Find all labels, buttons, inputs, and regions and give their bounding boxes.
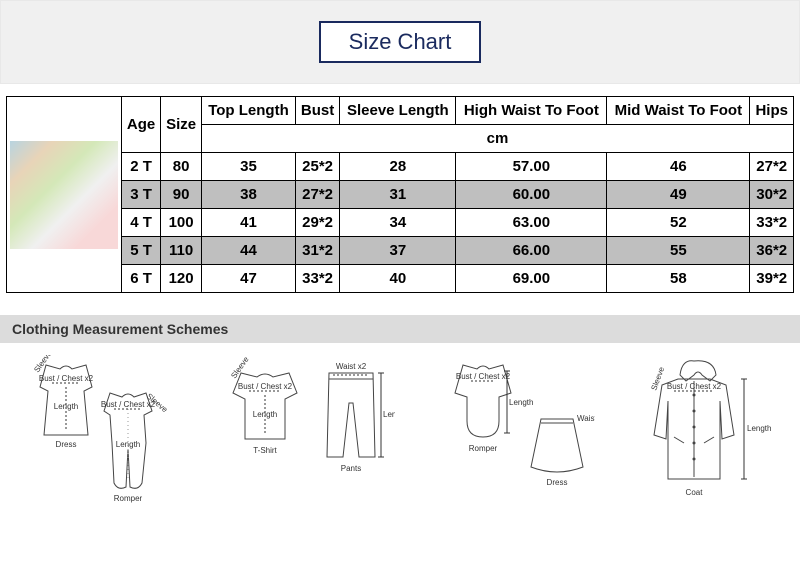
cell-top-length: 41: [202, 209, 296, 237]
scheme-label: Romper: [114, 494, 143, 503]
scheme-label: Dress: [546, 478, 567, 487]
cell-sleeve: 31: [340, 181, 456, 209]
cell-sleeve: 40: [340, 265, 456, 293]
svg-text:Length: Length: [116, 440, 140, 449]
cell-hips: 39*2: [750, 265, 794, 293]
svg-text:Sleeve: Sleeve: [32, 355, 54, 374]
cell-top-length: 44: [202, 237, 296, 265]
table-row: 2 T 80 35 25*2 28 57.00 46 27*2: [7, 153, 794, 181]
scheme-label: T-Shirt: [253, 446, 277, 455]
cell-hips: 27*2: [750, 153, 794, 181]
unit-label: cm: [202, 125, 794, 153]
scheme-label: Coat: [686, 488, 704, 497]
product-image-cell: [7, 97, 122, 293]
cell-bust: 27*2: [295, 181, 339, 209]
cell-sleeve: 34: [340, 209, 456, 237]
cell-hips: 30*2: [750, 181, 794, 209]
svg-text:Bust / Chest x2: Bust / Chest x2: [39, 374, 94, 383]
cell-sleeve: 37: [340, 237, 456, 265]
scheme-label: Dress: [55, 440, 76, 449]
svg-text:Waist: Waist: [577, 414, 595, 423]
cell-bust: 31*2: [295, 237, 339, 265]
cell-top-length: 35: [202, 153, 296, 181]
dress-romper-icon: Bust / Chest x2 Length Sleeve Dress Bust…: [26, 355, 176, 510]
scheme-label: Pants: [341, 464, 361, 473]
measurement-schemes: Clothing Measurement Schemes Bust / Ches…: [0, 315, 800, 514]
svg-text:Bust / Chest x2: Bust / Chest x2: [101, 400, 156, 409]
cell-mid-waist: 58: [607, 265, 750, 293]
table-row: 3 T 90 38 27*2 31 60.00 49 30*2: [7, 181, 794, 209]
col-top-length: Top Length: [202, 97, 296, 125]
col-high-waist: High Waist To Foot: [456, 97, 607, 125]
cell-age: 2 T: [122, 153, 161, 181]
cell-mid-waist: 49: [607, 181, 750, 209]
cell-age: 6 T: [122, 265, 161, 293]
cell-size: 100: [161, 209, 202, 237]
cell-bust: 33*2: [295, 265, 339, 293]
cell-size: 110: [161, 237, 202, 265]
cell-bust: 25*2: [295, 153, 339, 181]
cell-mid-waist: 55: [607, 237, 750, 265]
schemes-title: Clothing Measurement Schemes: [0, 315, 800, 343]
scheme-coat: Bust / Chest x2 Length Sleeve Coat: [644, 355, 774, 510]
svg-text:Length: Length: [54, 402, 78, 411]
svg-text:Bust / Chest x2: Bust / Chest x2: [667, 382, 722, 391]
schemes-row: Bust / Chest x2 Length Sleeve Dress Bust…: [0, 343, 800, 514]
table-row: 6 T 120 47 33*2 40 69.00 58 39*2: [7, 265, 794, 293]
svg-text:Length: Length: [253, 410, 277, 419]
scheme-label: Romper: [469, 444, 498, 453]
col-mid-waist: Mid Waist To Foot: [607, 97, 750, 125]
cell-high-waist: 60.00: [456, 181, 607, 209]
col-sleeve: Sleeve Length: [340, 97, 456, 125]
svg-text:Bust / Chest x2: Bust / Chest x2: [456, 372, 511, 381]
table-row: 4 T 100 41 29*2 34 63.00 52 33*2: [7, 209, 794, 237]
cell-hips: 33*2: [750, 209, 794, 237]
cell-high-waist: 63.00: [456, 209, 607, 237]
svg-text:Bust / Chest x2: Bust / Chest x2: [238, 382, 293, 391]
scheme-dress-romper: Bust / Chest x2 Length Sleeve Dress Bust…: [26, 355, 176, 510]
cell-top-length: 47: [202, 265, 296, 293]
cell-mid-waist: 46: [607, 153, 750, 181]
tshirt-pants-icon: Bust / Chest x2 Length Sleeve T-Shirt Wa…: [225, 355, 395, 510]
cell-age: 4 T: [122, 209, 161, 237]
col-size: Size: [161, 97, 202, 153]
cell-size: 120: [161, 265, 202, 293]
coat-icon: Bust / Chest x2 Length Sleeve Coat: [644, 355, 774, 510]
scheme-tshirt-pants: Bust / Chest x2 Length Sleeve T-Shirt Wa…: [225, 355, 395, 510]
table-row: 5 T 110 44 31*2 37 66.00 55 36*2: [7, 237, 794, 265]
cell-age: 3 T: [122, 181, 161, 209]
header-band: Size Chart: [0, 0, 800, 84]
cell-high-waist: 69.00: [456, 265, 607, 293]
cell-age: 5 T: [122, 237, 161, 265]
page-title: Size Chart: [319, 21, 482, 63]
cell-sleeve: 28: [340, 153, 456, 181]
cell-top-length: 38: [202, 181, 296, 209]
size-chart-table: Age Size Top Length Bust Sleeve Length H…: [6, 96, 794, 293]
cell-bust: 29*2: [295, 209, 339, 237]
cell-size: 80: [161, 153, 202, 181]
romper-skirt-icon: Bust / Chest x2 Length Romper Waist Dres…: [445, 355, 595, 510]
cell-high-waist: 57.00: [456, 153, 607, 181]
col-hips: Hips: [750, 97, 794, 125]
cell-high-waist: 66.00: [456, 237, 607, 265]
svg-text:Sleeve: Sleeve: [650, 365, 667, 392]
svg-text:Waist x2: Waist x2: [336, 362, 367, 371]
svg-text:Length: Length: [383, 410, 395, 419]
cell-hips: 36*2: [750, 237, 794, 265]
product-image: [10, 141, 118, 249]
cell-size: 90: [161, 181, 202, 209]
scheme-romper-skirt: Bust / Chest x2 Length Romper Waist Dres…: [445, 355, 595, 510]
svg-text:Length: Length: [509, 398, 533, 407]
size-chart-table-wrap: Age Size Top Length Bust Sleeve Length H…: [0, 84, 800, 305]
col-bust: Bust: [295, 97, 339, 125]
col-age: Age: [122, 97, 161, 153]
svg-text:Length: Length: [747, 424, 771, 433]
cell-mid-waist: 52: [607, 209, 750, 237]
